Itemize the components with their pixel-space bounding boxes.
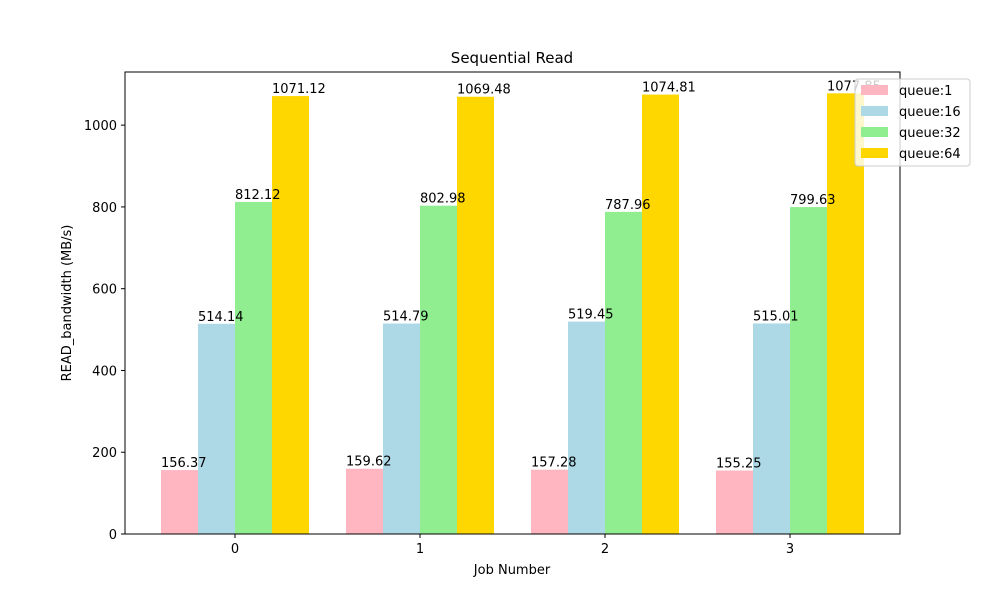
legend-swatch-queue-32 [861, 127, 888, 137]
data-label-queue-1-job-0: 156.37 [161, 456, 207, 471]
data-label-queue-16-job-2: 519.45 [568, 308, 614, 323]
data-label-queue-64-job-1: 1069.48 [457, 83, 511, 98]
y-tick-label: 1000 [84, 119, 117, 134]
x-axis-label: Job Number [473, 563, 551, 578]
data-label-queue-1-job-3: 155.25 [716, 457, 762, 472]
legend-label-queue-16: queue:16 [899, 105, 961, 120]
bar-queue-32-job-2 [605, 211, 642, 534]
legend-swatch-queue-1 [861, 85, 888, 95]
bar-queue-1-job-2 [531, 469, 568, 534]
x-tick-label: 2 [601, 542, 609, 557]
x-tick-label: 1 [416, 542, 424, 557]
data-label-queue-1-job-1: 159.62 [346, 455, 392, 470]
x-tick-label: 0 [231, 542, 239, 557]
bar-queue-16-job-3 [753, 323, 790, 534]
data-label-queue-16-job-0: 514.14 [198, 310, 244, 325]
axes-layer: 0 200 400 600 800 1000 0 1 2 3 [84, 71, 901, 557]
legend-label-queue-1: queue:1 [899, 84, 952, 99]
bar-queue-1-job-0 [161, 470, 198, 534]
legend-swatch-queue-64 [861, 148, 888, 158]
legend-label-queue-32: queue:32 [899, 126, 961, 141]
bar-queue-16-job-2 [568, 321, 605, 534]
data-label-queue-16-job-3: 515.01 [753, 309, 799, 324]
chart-title: Sequential Read [451, 49, 573, 67]
legend: queue:1 queue:16 queue:32 queue:64 [854, 78, 971, 167]
y-tick-label: 400 [92, 364, 117, 379]
legend-swatch-queue-16 [861, 106, 888, 116]
data-label-queue-16-job-1: 514.79 [383, 310, 429, 325]
y-tick-label: 800 [92, 201, 117, 216]
bar-queue-64-job-1 [457, 96, 494, 534]
data-label-queue-64-job-0: 1071.12 [272, 82, 326, 97]
bar-queue-32-job-0 [235, 201, 272, 535]
bar-queue-64-job-2 [642, 94, 679, 535]
bar-queue-16-job-0 [198, 323, 235, 534]
x-tick-label: 3 [786, 542, 794, 557]
bar-queue-16-job-1 [383, 323, 420, 534]
data-label-queue-32-job-0: 812.12 [235, 188, 281, 203]
data-label-queue-32-job-2: 787.96 [605, 198, 651, 213]
bars-layer [161, 93, 864, 535]
y-tick-label: 0 [109, 528, 117, 543]
data-label-queue-32-job-3: 799.63 [790, 193, 836, 208]
plot-frame [124, 71, 901, 535]
y-tick-label: 600 [92, 283, 117, 298]
legend-box [854, 78, 971, 167]
y-tick-label: 200 [92, 446, 117, 461]
y-axis-label: READ_bandwidth (MB/s) [60, 225, 75, 382]
data-label-queue-64-job-2: 1074.81 [642, 81, 696, 96]
data-label-queue-32-job-1: 802.98 [420, 192, 466, 207]
legend-label-queue-64: queue:64 [899, 147, 961, 162]
bar-queue-32-job-1 [420, 205, 457, 535]
bar-queue-64-job-3 [827, 93, 864, 534]
data-label-queue-1-job-2: 157.28 [531, 456, 577, 471]
bar-queue-32-job-3 [790, 207, 827, 534]
bar-queue-1-job-3 [716, 470, 753, 534]
bar-queue-64-job-0 [272, 96, 309, 534]
bar-queue-1-job-1 [346, 468, 383, 534]
